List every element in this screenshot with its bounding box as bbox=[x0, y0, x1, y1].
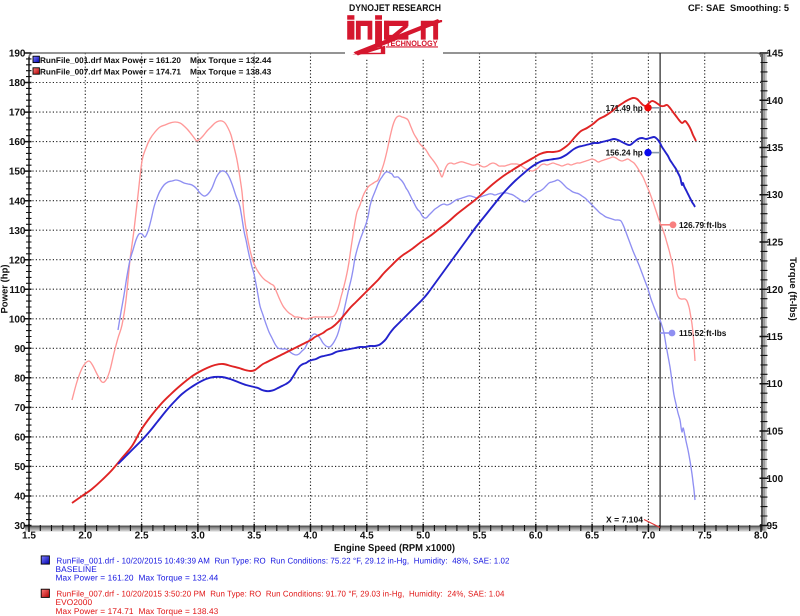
svg-text:EVO2000: EVO2000 bbox=[56, 597, 93, 607]
svg-text:115.52 ft-lbs: 115.52 ft-lbs bbox=[679, 328, 727, 338]
svg-text:130: 130 bbox=[9, 226, 26, 237]
svg-text:190: 190 bbox=[9, 49, 26, 60]
svg-text:150: 150 bbox=[9, 167, 26, 178]
svg-text:RunFile_007.drf - 10/20/2015 3: RunFile_007.drf - 10/20/2015 3:50:20 PM … bbox=[57, 589, 505, 599]
svg-text:115: 115 bbox=[767, 332, 784, 343]
svg-text:1.5: 1.5 bbox=[22, 530, 36, 541]
svg-text:60: 60 bbox=[14, 433, 26, 444]
svg-text:RunFile_001.drf - 10/20/2015 1: RunFile_001.drf - 10/20/2015 10:49:39 AM… bbox=[57, 555, 510, 565]
svg-text:110: 110 bbox=[767, 379, 784, 390]
svg-text:5.0: 5.0 bbox=[416, 530, 430, 541]
svg-text:Torque (ft-lbs): Torque (ft-lbs) bbox=[787, 257, 798, 321]
svg-text:160: 160 bbox=[9, 137, 26, 148]
svg-text:Max Power = 161.20 Max Torque: Max Power = 161.20 Max Torque = 132.44 bbox=[56, 573, 219, 583]
svg-text:110: 110 bbox=[9, 285, 26, 296]
svg-text:180: 180 bbox=[9, 78, 26, 89]
svg-text:145: 145 bbox=[767, 49, 784, 60]
svg-text:130: 130 bbox=[767, 190, 784, 201]
svg-text:95: 95 bbox=[767, 521, 779, 532]
svg-text:4.5: 4.5 bbox=[360, 530, 374, 541]
svg-text:7.0: 7.0 bbox=[641, 530, 655, 541]
svg-text:50: 50 bbox=[14, 462, 26, 473]
svg-text:Engine Speed (RPM x1000): Engine Speed (RPM x1000) bbox=[334, 543, 455, 554]
svg-text:3.5: 3.5 bbox=[247, 530, 261, 541]
svg-text:6.0: 6.0 bbox=[529, 530, 543, 541]
svg-text:Max Torque = 138.43: Max Torque = 138.43 bbox=[190, 68, 272, 77]
svg-text:BASELINE: BASELINE bbox=[56, 564, 98, 574]
svg-text:TECHNOLOGY: TECHNOLOGY bbox=[386, 39, 438, 48]
svg-text:X = 7.104: X = 7.104 bbox=[606, 515, 643, 525]
svg-text:Max Torque = 132.44: Max Torque = 132.44 bbox=[190, 56, 272, 65]
svg-text:140: 140 bbox=[9, 196, 26, 207]
svg-text:156.24 hp: 156.24 hp bbox=[606, 148, 643, 158]
svg-text:2.0: 2.0 bbox=[78, 530, 92, 541]
svg-text:100: 100 bbox=[767, 474, 784, 485]
svg-text:CF: SAE Smoothing: 5: CF: SAE Smoothing: 5 bbox=[688, 2, 789, 13]
svg-text:7.5: 7.5 bbox=[698, 530, 712, 541]
svg-text:30: 30 bbox=[14, 521, 26, 532]
svg-text:170: 170 bbox=[9, 108, 26, 119]
svg-text:6.5: 6.5 bbox=[585, 530, 599, 541]
svg-text:40: 40 bbox=[14, 492, 26, 503]
svg-text:70: 70 bbox=[14, 403, 26, 414]
svg-text:105: 105 bbox=[767, 427, 784, 438]
svg-text:3.0: 3.0 bbox=[191, 530, 205, 541]
svg-text:2.5: 2.5 bbox=[135, 530, 149, 541]
svg-text:DYNOJET RESEARCH: DYNOJET RESEARCH bbox=[349, 3, 441, 14]
svg-text:120: 120 bbox=[767, 285, 784, 296]
svg-text:100: 100 bbox=[9, 314, 26, 325]
svg-text:140: 140 bbox=[767, 96, 784, 107]
svg-text:5.5: 5.5 bbox=[473, 530, 487, 541]
svg-text:90: 90 bbox=[14, 344, 26, 355]
svg-text:80: 80 bbox=[14, 373, 26, 384]
svg-text:126.79 ft-lbs: 126.79 ft-lbs bbox=[679, 220, 727, 230]
svg-text:171.49 hp: 171.49 hp bbox=[606, 103, 643, 113]
svg-text:RunFile_001.drf Max Power = 16: RunFile_001.drf Max Power = 161.20 bbox=[40, 56, 182, 65]
svg-text:Power (hp): Power (hp) bbox=[0, 264, 11, 313]
svg-text:RunFile_007.drf Max Power = 17: RunFile_007.drf Max Power = 174.71 bbox=[40, 68, 182, 77]
svg-text:120: 120 bbox=[9, 255, 26, 266]
svg-text:Max Power = 174.71 Max Torque: Max Power = 174.71 Max Torque = 138.43 bbox=[56, 606, 219, 616]
svg-text:125: 125 bbox=[767, 238, 784, 249]
svg-text:135: 135 bbox=[767, 143, 784, 154]
svg-text:8.0: 8.0 bbox=[754, 530, 768, 541]
svg-text:4.0: 4.0 bbox=[304, 530, 318, 541]
